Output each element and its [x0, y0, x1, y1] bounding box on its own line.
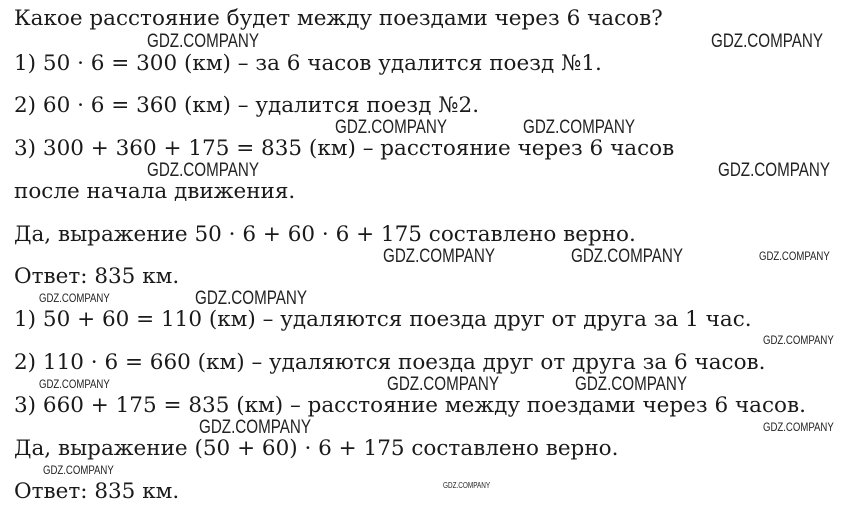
watermark: GDZ.COMPANY: [335, 117, 448, 138]
watermark: GDZ.COMPANY: [383, 246, 496, 267]
watermark: GDZ.COMPANY: [147, 31, 260, 52]
solution-2-step-2: 2) 110 · 6 = 660 (км) – удаляются поезда…: [14, 350, 766, 375]
watermark: GDZ.COMPANY: [443, 481, 491, 490]
watermark: GDZ.COMPANY: [711, 31, 824, 52]
watermark: GDZ.COMPANY: [575, 374, 688, 395]
question-line: Какое расстояние будет между поездами че…: [14, 6, 663, 31]
watermark: GDZ.COMPANY: [147, 160, 260, 181]
watermark: GDZ.COMPANY: [39, 377, 110, 391]
solution-1-step-3-cont: после начала движения.: [14, 179, 296, 204]
solution-2-step-3: 3) 660 + 175 = 835 (км) – расстояние меж…: [14, 393, 806, 418]
solution-1-step-3: 3) 300 + 360 + 175 = 835 (км) – расстоян…: [14, 136, 675, 161]
solution-1-step-1: 1) 50 · 6 = 300 (км) – за 6 часов удалит…: [14, 51, 602, 76]
solution-1-answer: Ответ: 835 км.: [14, 264, 180, 289]
watermark: GDZ.COMPANY: [39, 291, 110, 305]
solution-2-step-1: 1) 50 + 60 = 110 (км) – удаляются поезда…: [14, 307, 752, 332]
watermark: GDZ.COMPANY: [759, 249, 830, 263]
watermark: GDZ.COMPANY: [763, 333, 834, 347]
watermark: GDZ.COMPANY: [387, 374, 500, 395]
watermark: GDZ.COMPANY: [43, 463, 114, 477]
solution-1-conclusion: Да, выражение 50 · 6 + 60 · 6 + 175 сост…: [14, 222, 636, 247]
watermark: GDZ.COMPANY: [195, 288, 308, 309]
watermark: GDZ.COMPANY: [571, 246, 684, 267]
solution-2-answer: Ответ: 835 км.: [14, 479, 180, 504]
watermark: GDZ.COMPANY: [763, 420, 834, 434]
watermark: GDZ.COMPANY: [523, 117, 636, 138]
solution-1-step-2: 2) 60 · 6 = 360 (км) – удалится поезд №2…: [14, 93, 480, 118]
watermark: GDZ.COMPANY: [718, 160, 831, 181]
watermark: GDZ.COMPANY: [199, 417, 312, 438]
solution-2-conclusion: Да, выражение (50 + 60) · 6 + 175 состав…: [14, 436, 619, 461]
